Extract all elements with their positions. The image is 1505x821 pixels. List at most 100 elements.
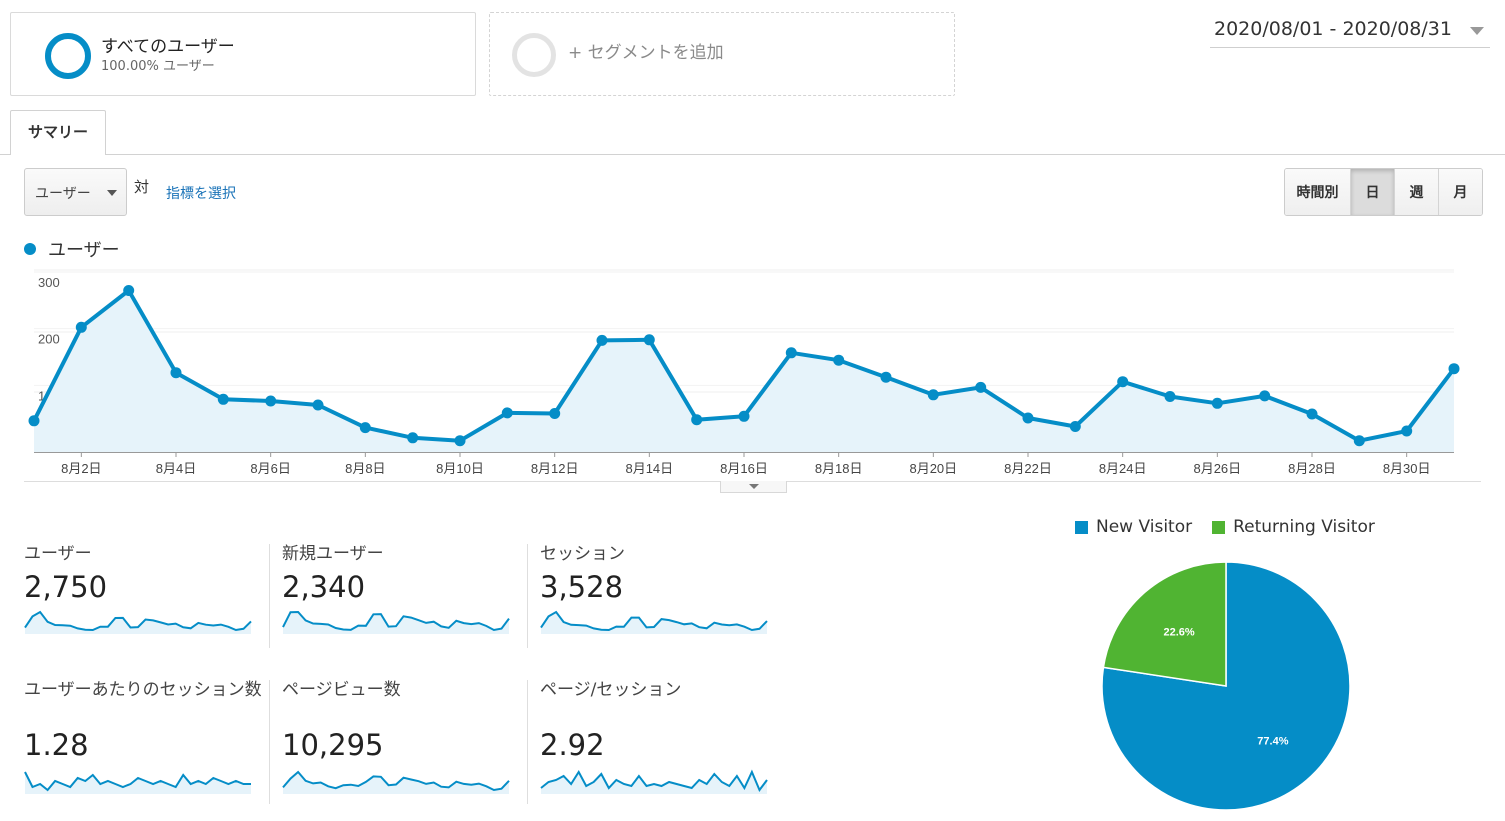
segment-all-users[interactable]: すべてのユーザー 100.00% ユーザー	[10, 12, 476, 96]
x-tick-label: 8月6日	[250, 461, 290, 476]
pie-slice-label: 77.4%	[1257, 736, 1288, 748]
stat-value: 1.28	[24, 728, 89, 762]
x-tick-label: 8月8日	[345, 461, 385, 476]
period-hourly-button[interactable]: 時間別	[1285, 169, 1350, 215]
add-segment-label: + セグメントを追加	[568, 43, 724, 63]
x-tick-label: 8月20日	[909, 461, 957, 476]
data-point	[1448, 363, 1460, 375]
stat-card: ページ/セッション 2.92	[540, 680, 786, 804]
x-tick-label: 8月24日	[1099, 461, 1147, 476]
period-toggle-group: 時間別 日 週 月	[1284, 168, 1483, 216]
stat-label: ユーザー	[24, 544, 92, 564]
sparkline-line	[24, 610, 252, 632]
sparkline-area	[25, 772, 251, 794]
data-point	[1117, 376, 1129, 388]
sparkline	[282, 770, 510, 794]
sparkline-area	[541, 772, 767, 794]
x-tick-label: 8月4日	[156, 461, 196, 476]
segment-subtitle: 100.00% ユーザー	[101, 59, 215, 74]
metric-select[interactable]: ユーザー	[24, 168, 127, 216]
data-point	[312, 399, 324, 411]
tab-bar-line	[0, 154, 1505, 155]
y-tick-label: 200	[38, 332, 60, 347]
data-point	[1259, 390, 1271, 402]
visitor-pie-chart: 77.4% 22.6%	[1101, 561, 1351, 811]
data-point	[1022, 412, 1034, 424]
chart-legend-label: ユーザー	[48, 240, 120, 261]
data-point	[927, 389, 939, 401]
data-point	[28, 415, 40, 427]
stat-label: ページ/セッション	[540, 680, 682, 700]
x-tick-label: 8月26日	[1193, 461, 1241, 476]
collapse-chart-toggle[interactable]	[720, 481, 787, 493]
sparkline-area	[541, 612, 767, 634]
vs-label: 対	[134, 178, 150, 196]
x-tick-label: 8月16日	[720, 461, 768, 476]
metric-select-value: ユーザー	[35, 186, 91, 202]
period-week-button[interactable]: 週	[1394, 169, 1438, 215]
pie-legend-new-label: New Visitor	[1096, 517, 1193, 537]
data-point	[75, 321, 87, 333]
segment-placeholder-ring-icon	[512, 33, 556, 77]
period-month-button[interactable]: 月	[1438, 169, 1482, 215]
x-tick-label: 8月22日	[1004, 461, 1052, 476]
pie-slice-label: 22.6%	[1163, 627, 1194, 639]
stat-label: 新規ユーザー	[282, 544, 384, 564]
choose-metric-link[interactable]: 指標を選択	[166, 186, 236, 202]
stat-value: 2,340	[282, 570, 366, 604]
sparkline	[282, 610, 510, 634]
chevron-down-icon	[1470, 27, 1484, 35]
sparkline	[24, 610, 252, 634]
stat-value: 2.92	[540, 728, 605, 762]
pie-legend-returning-label: Returning Visitor	[1233, 517, 1375, 537]
stat-label: セッション	[540, 544, 625, 564]
data-point	[1164, 391, 1176, 402]
data-point	[596, 334, 608, 346]
data-point	[643, 334, 655, 346]
x-tick-label: 8月10日	[436, 461, 484, 476]
data-point	[1211, 397, 1223, 409]
stat-card: 新規ユーザー 2,340	[282, 544, 528, 648]
date-range-picker[interactable]: 2020/08/01 - 2020/08/31	[1210, 16, 1490, 48]
data-point	[1401, 425, 1413, 437]
sparkline	[540, 610, 768, 634]
data-point	[833, 354, 845, 366]
data-point	[785, 347, 797, 359]
sparkline	[24, 771, 251, 794]
add-segment-button[interactable]: + セグメントを追加	[489, 12, 955, 96]
data-point	[265, 395, 277, 407]
data-point	[359, 422, 371, 434]
period-day-button[interactable]: 日	[1350, 169, 1394, 215]
pie-slice	[1102, 561, 1227, 687]
x-tick-label: 8月14日	[625, 461, 673, 476]
pie-legend: New Visitor Returning Visitor	[1075, 517, 1395, 537]
x-tick-label: 8月28日	[1288, 461, 1336, 476]
sparkline-area	[283, 612, 509, 634]
data-point	[454, 435, 466, 447]
segment-title: すべてのユーザー	[101, 37, 235, 57]
y-tick-label: 300	[38, 275, 60, 290]
sparkline-area	[283, 772, 509, 794]
stat-label: ユーザーあたりのセッション数	[24, 680, 262, 700]
x-tick-label: 8月2日	[61, 461, 101, 476]
data-point	[501, 407, 513, 419]
data-point	[738, 410, 750, 422]
sparkline-line	[540, 610, 768, 632]
data-point	[1069, 421, 1081, 432]
x-tick-label: 8月18日	[815, 461, 863, 476]
data-point	[1353, 435, 1365, 447]
data-point	[123, 285, 135, 296]
data-point	[975, 381, 987, 393]
tab-summary[interactable]: サマリー	[10, 110, 106, 155]
legend-swatch-new	[1075, 520, 1088, 534]
sparkline-line	[282, 610, 510, 632]
chart-legend: ユーザー	[24, 236, 120, 262]
stat-card: ユーザーあたりのセッション数 1.28	[24, 680, 270, 804]
stat-card: セッション 3,528	[540, 544, 786, 648]
data-point	[880, 371, 892, 383]
stat-value: 3,528	[540, 570, 624, 604]
stat-card: ページビュー数 10,295	[282, 680, 528, 804]
sparkline-line	[540, 769, 768, 792]
x-tick-label: 8月30日	[1383, 461, 1431, 476]
pie-legend-item: Returning Visitor	[1212, 517, 1375, 537]
